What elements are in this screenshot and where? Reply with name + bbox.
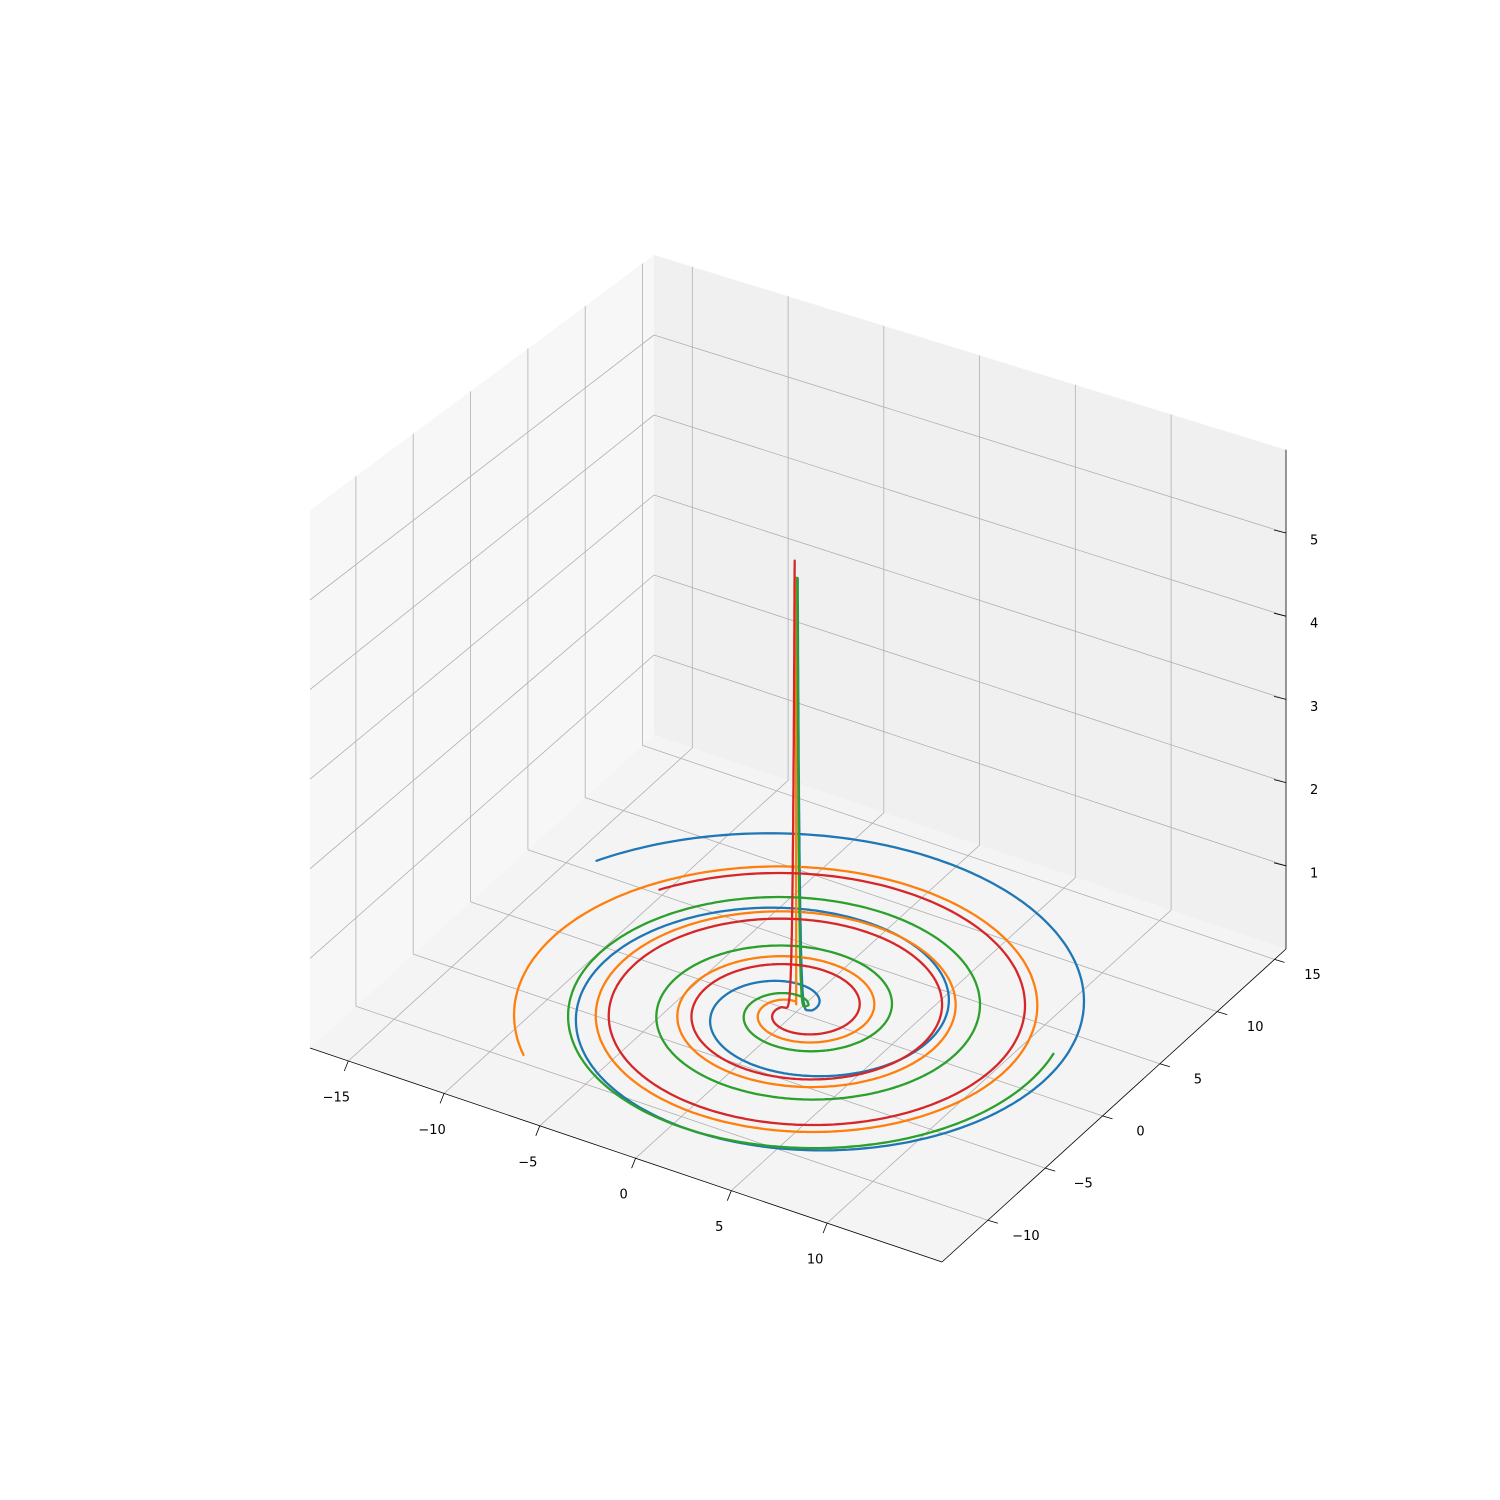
series-lines [512, 559, 1086, 1152]
grid-x-floor-4 [731, 877, 1076, 1191]
z-tick-mark-2 [1273, 696, 1287, 700]
y-tick-label-4: 10 [1247, 1020, 1264, 1035]
grid-x-floor-0 [348, 747, 693, 1062]
grid-z-left-2 [309, 494, 655, 780]
x-tick-mark-2 [535, 1125, 541, 1136]
grid-z-left-3 [309, 414, 655, 690]
grid-z-back-1 [653, 574, 1287, 783]
z-tick-label-2: 3 [1310, 700, 1318, 715]
grid-z-left-1 [309, 574, 655, 870]
y-axis-line [941, 948, 1287, 1263]
series-line-3 [607, 559, 1027, 1127]
tick-labels: −15 −10 −5 0 5 10 −10 −5 0 5 10 15 1 2 3 4 5 [323, 534, 1321, 1268]
grid-x-floor-1 [443, 780, 789, 1094]
y-tick-label-1: −5 [1074, 1177, 1093, 1192]
grid-z-back-3 [653, 414, 1287, 617]
z-tick-label-1: 2 [1310, 783, 1318, 798]
x-tick-label-3: 0 [619, 1188, 627, 1203]
grid-y-floor-0 [355, 1005, 989, 1221]
z-tick-mark-0 [1273, 862, 1287, 867]
y-tick-label-5: 15 [1304, 968, 1321, 983]
z-tick-label-4: 5 [1310, 534, 1318, 549]
y-tick-mark-3 [1159, 1063, 1171, 1068]
grid-z-back-2 [653, 494, 1287, 700]
grid-z-back-0 [653, 654, 1287, 867]
grid-z-left-4 [309, 334, 655, 601]
pane-left [310, 255, 654, 1048]
y-tick-mark-5 [1274, 959, 1285, 963]
x-tick-label-1: −10 [418, 1123, 445, 1138]
x-tick-label-0: −15 [323, 1091, 350, 1106]
x-tick-mark-4 [726, 1190, 732, 1201]
axis-lines [309, 449, 1287, 1263]
z-tick-mark-1 [1273, 779, 1287, 783]
z-tick-mark-3 [1273, 612, 1287, 617]
x-tick-mark-5 [822, 1222, 828, 1234]
y-tick-label-0: −10 [1012, 1229, 1039, 1244]
x-tick-label-5: 10 [807, 1253, 824, 1268]
x-axis-line [309, 1047, 943, 1263]
series-line-2 [566, 576, 1055, 1150]
series-line-1 [512, 576, 1039, 1134]
y-tick-label-3: 5 [1194, 1072, 1202, 1087]
grid-z-left-0 [309, 654, 655, 959]
x-tick-mark-0 [343, 1060, 349, 1072]
y-tick-mark-0 [987, 1219, 999, 1224]
grid-y-floor-5 [642, 745, 1275, 960]
z-tick-label-3: 4 [1310, 617, 1318, 632]
x-tick-label-4: 5 [715, 1220, 723, 1235]
y-tick-label-2: 0 [1136, 1124, 1144, 1139]
grid-y-floor-4 [585, 797, 1218, 1012]
grid-x-floor-5 [826, 909, 1172, 1224]
grid-z-back-4 [653, 334, 1287, 534]
pane-back [654, 255, 1286, 949]
z-tick-mark-4 [1273, 529, 1287, 534]
x-tick-mark-3 [631, 1158, 636, 1169]
y-tick-mark-2 [1102, 1115, 1113, 1120]
x-tick-mark-1 [439, 1093, 445, 1104]
series-line-0 [574, 577, 1086, 1152]
y-tick-mark-4 [1217, 1011, 1228, 1015]
x-tick-label-2: −5 [518, 1155, 537, 1170]
z-tick-label-0: 1 [1310, 866, 1318, 881]
y-tick-mark-1 [1045, 1167, 1056, 1172]
